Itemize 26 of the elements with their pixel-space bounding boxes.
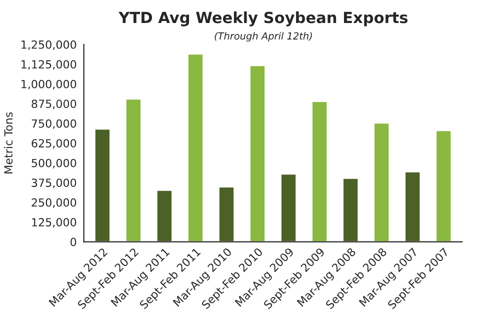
y-tick-label: 0 [70, 238, 76, 246]
y-tick-label: 250,000 [32, 198, 76, 208]
bar [373, 122, 390, 242]
bar [311, 100, 328, 242]
bar [435, 130, 452, 242]
chart-subtitle: (Through April 12th) [214, 32, 312, 42]
y-tick-label: 500,000 [32, 158, 76, 168]
y-tick-label: 1,250,000 [22, 40, 76, 50]
bar [218, 186, 235, 242]
bar [94, 128, 111, 242]
y-tick-label: 1,125,000 [22, 60, 76, 70]
y-tick-label: 750,000 [32, 119, 76, 129]
bar [342, 177, 360, 242]
y-tick-label: 375,000 [32, 178, 76, 188]
y-tick-label: 875,000 [32, 100, 76, 110]
bar [156, 189, 173, 242]
y-tick-label: 1,000,000 [22, 80, 76, 90]
bar [187, 53, 204, 242]
bar [404, 171, 422, 242]
y-tick-label: 625,000 [32, 139, 76, 149]
bar [249, 64, 266, 242]
y-tick-label: 125,000 [32, 218, 76, 228]
bar [280, 173, 297, 242]
chart-title: YTD Avg Weekly Soybean Exports [118, 11, 408, 26]
y-axis-title: Metric Tons [4, 112, 13, 174]
bar [125, 98, 142, 242]
